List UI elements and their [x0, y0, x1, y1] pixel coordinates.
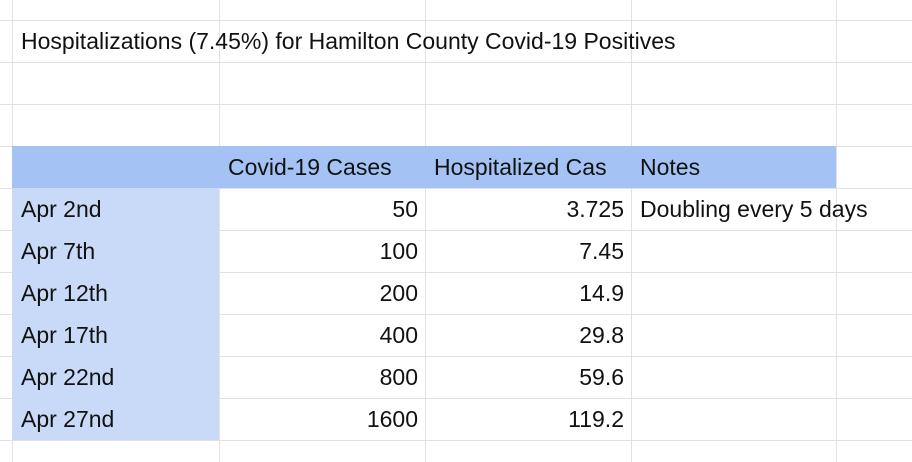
- cases-cell[interactable]: 1600: [366, 406, 418, 432]
- sheet-title-cell[interactable]: Hospitalizations (7.45%) for Hamilton Co…: [21, 28, 676, 54]
- grid-row-line: [0, 356, 912, 357]
- grid-column-line: [219, 0, 220, 462]
- date-cell[interactable]: Apr 17th: [12, 314, 219, 356]
- notes-cell[interactable]: [631, 356, 836, 398]
- grid-row-line: [0, 440, 912, 441]
- header-cell-empty[interactable]: [12, 146, 219, 188]
- grid-row-line: [0, 188, 912, 189]
- cases-cell[interactable]: 800: [379, 364, 418, 390]
- hospitalized-cell[interactable]: 3.725: [566, 196, 624, 222]
- date-cell[interactable]: Apr 7th: [12, 230, 219, 272]
- grid-column-line: [425, 0, 426, 462]
- notes-cell[interactable]: [631, 398, 836, 440]
- date-cell[interactable]: Apr 2nd: [12, 188, 219, 230]
- header-cell-notes[interactable]: Notes: [631, 146, 836, 188]
- header-cell-hospitalized-cases[interactable]: Hospitalized Cas: [425, 146, 631, 188]
- hospitalized-cell[interactable]: 14.9: [579, 280, 624, 306]
- grid-row-line: [0, 398, 912, 399]
- notes-cell[interactable]: Doubling every 5 days: [640, 196, 868, 222]
- cases-cell[interactable]: 100: [379, 238, 418, 264]
- grid-column-line: [836, 0, 837, 462]
- grid-row-line: [0, 104, 912, 105]
- grid-row-line: [0, 314, 912, 315]
- grid-column-line: [631, 0, 632, 462]
- date-cell[interactable]: Apr 22nd: [12, 356, 219, 398]
- cases-cell[interactable]: 400: [379, 322, 418, 348]
- notes-cell[interactable]: [631, 314, 836, 356]
- hospitalized-cell[interactable]: 119.2: [568, 406, 624, 432]
- hospitalized-cell[interactable]: 59.6: [579, 364, 624, 390]
- notes-cell[interactable]: [631, 272, 836, 314]
- cases-cell[interactable]: 200: [379, 280, 418, 306]
- grid-row-line: [0, 62, 912, 63]
- date-cell[interactable]: Apr 27nd: [12, 398, 219, 440]
- hospitalized-cell[interactable]: 7.45: [579, 238, 624, 264]
- hospitalized-cell[interactable]: 29.8: [579, 322, 624, 348]
- date-cell[interactable]: Apr 12th: [12, 272, 219, 314]
- cases-cell[interactable]: 50: [392, 196, 418, 222]
- grid-row-line: [0, 230, 912, 231]
- header-cell-covid-cases[interactable]: Covid-19 Cases: [219, 146, 425, 188]
- grid-row-line: [0, 272, 912, 273]
- grid-row-line: [0, 20, 912, 21]
- notes-cell[interactable]: [631, 230, 836, 272]
